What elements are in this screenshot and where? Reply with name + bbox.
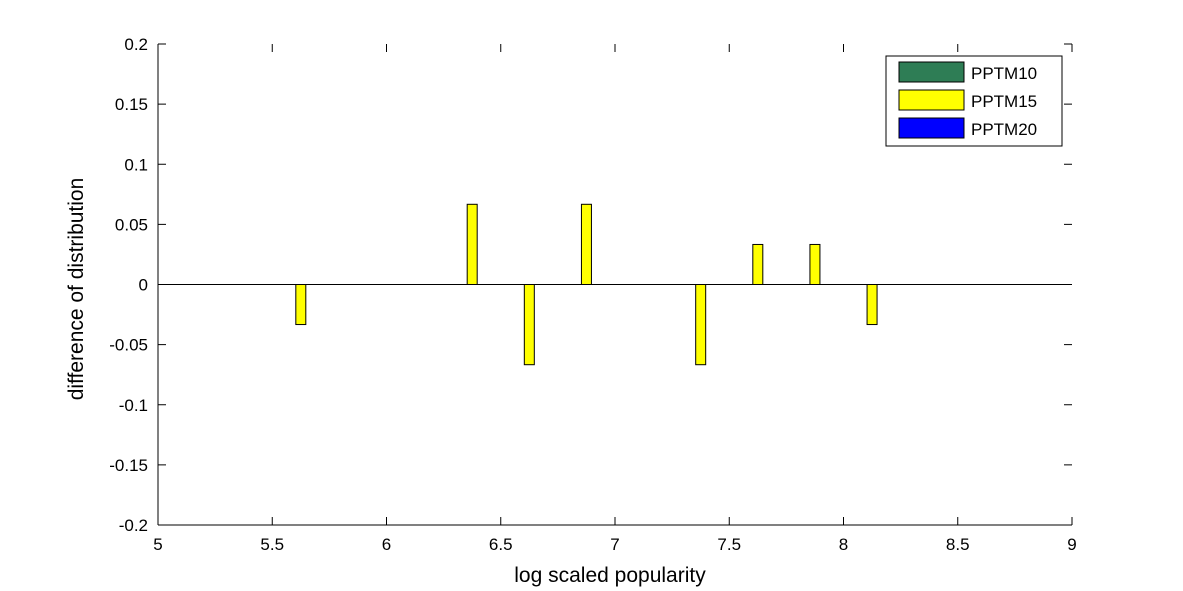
- x-tick-label: 7.5: [717, 535, 741, 554]
- legend-swatch-pptm10: [898, 61, 965, 83]
- y-tick-label: 0: [139, 276, 148, 295]
- y-tick-label: -0.05: [109, 336, 148, 355]
- legend-swatch-pptm20: [898, 117, 965, 139]
- y-tick-label: 0.15: [115, 95, 148, 114]
- x-tick-label: 6: [382, 535, 391, 554]
- bar-pptm15-6: [809, 243, 821, 286]
- bar-pptm15-7: [866, 284, 878, 326]
- legend-swatch-pptm15: [898, 89, 965, 111]
- y-axis-title: difference of distribution: [65, 178, 88, 401]
- y-tick-label: 0.1: [124, 155, 148, 174]
- x-axis-title: log scaled popularity: [514, 564, 706, 587]
- x-tick-label: 5: [153, 535, 162, 554]
- y-tick-label: -0.2: [119, 516, 148, 535]
- bar-pptm15-4: [695, 284, 707, 366]
- bar-pptm15-2: [523, 284, 535, 366]
- y-tick-label: -0.1: [119, 396, 148, 415]
- bar-pptm15-1: [466, 203, 478, 285]
- y-tick-label: -0.15: [109, 456, 148, 475]
- bar-pptm15-0: [295, 284, 307, 326]
- x-tick-label: 8.5: [946, 535, 970, 554]
- legend-label-pptm10: PPTM10: [971, 64, 1037, 83]
- legend: PPTM10 PPTM15 PPTM20: [885, 55, 1063, 147]
- x-ticks-group: 5 5.5 6 6.5 7 7.5 8 8.5 9: [153, 44, 1077, 554]
- x-tick-label: 6.5: [489, 535, 513, 554]
- x-tick-label: 7: [610, 535, 619, 554]
- bars-group: [295, 203, 878, 366]
- y-ticks-group: -0.2 -0.15 -0.1 -0.05 0 0.05 0.1 0.15 0.2: [109, 35, 1072, 535]
- x-tick-label: 5.5: [260, 535, 284, 554]
- legend-label-pptm20: PPTM20: [971, 120, 1037, 139]
- x-tick-label: 8: [839, 535, 848, 554]
- bar-pptm15-5: [752, 243, 764, 286]
- y-tick-label: 0.05: [115, 215, 148, 234]
- bar-pptm15-3: [580, 203, 592, 285]
- legend-label-pptm15: PPTM15: [971, 92, 1037, 111]
- y-tick-label: 0.2: [124, 35, 148, 54]
- x-tick-label: 9: [1067, 535, 1076, 554]
